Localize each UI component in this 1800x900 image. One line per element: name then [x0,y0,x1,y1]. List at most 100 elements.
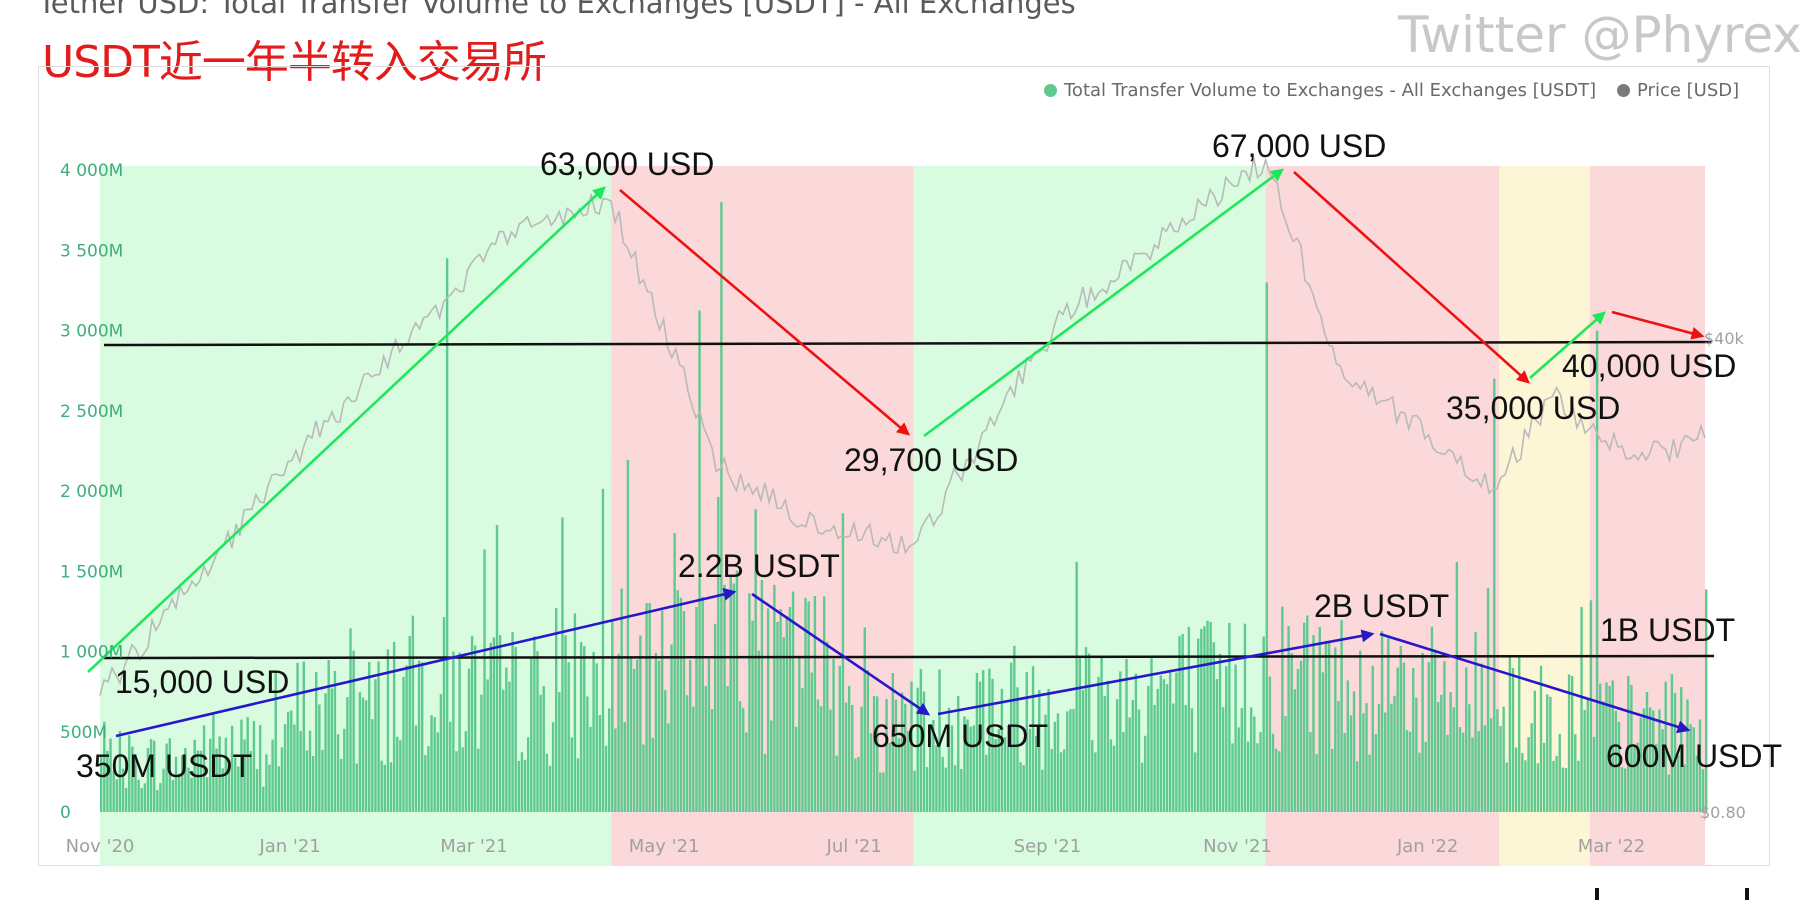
volume-bar [1318,627,1321,812]
volume-bar [910,681,913,812]
volume-bar [349,628,352,812]
volume-bar [607,708,611,812]
volume-bar [689,660,692,812]
volume-bar [1405,729,1409,812]
volume-bar [1137,709,1141,812]
volume-bar [713,623,717,812]
annotation-usdt-350m: 350M USDT [76,748,253,784]
volume-bar [1237,727,1240,812]
volume-bar [935,745,938,812]
volume-bar [442,617,446,812]
volume-bar [1221,707,1225,812]
volume-bar [1412,667,1415,812]
volume-bar [389,762,393,812]
volume-bar [723,584,726,812]
volume-bar [339,758,343,812]
volume-bar [162,768,165,812]
volume-bar [477,748,480,812]
volume-bar [894,699,898,812]
volume-bar [128,735,131,812]
legend-item-volume[interactable]: Total Transfer Volume to Exchanges - All… [1044,80,1596,101]
volume-bar [1514,747,1518,812]
volume-bar [343,728,346,812]
volume-bar [707,658,711,812]
volume-bar [1499,726,1502,812]
volume-bar [536,651,539,812]
volume-bar [461,747,464,812]
volume-bar [1281,606,1284,812]
usdt-arrow [937,629,1375,716]
volume-bar [1234,664,1237,812]
volume-bar [779,608,782,812]
volume-bar [1355,761,1359,812]
volume-bar [860,706,863,812]
volume-bar [1134,673,1138,812]
volume-bar [679,597,683,812]
legend-item-price[interactable]: Price [USD] [1617,80,1739,101]
volume-bar [1337,701,1340,812]
volume-bar [215,748,218,812]
volume-bar [399,740,402,812]
volume-bar [1664,681,1667,812]
volume-bar [520,752,524,812]
volume-bar [1384,712,1387,812]
volume-bar [558,692,561,812]
volume-bar [358,692,362,812]
volume-bar [794,726,798,812]
volume-bar [486,679,489,812]
volume-bar [1262,636,1265,812]
volume-bar [1486,588,1490,812]
volume-bar [567,662,570,812]
volume-bar [629,658,633,812]
legend-price-label: Price [USD] [1637,80,1740,101]
volume-bar [330,688,334,812]
volume-bar [1539,665,1543,812]
volume-bar [1243,623,1247,812]
volume-bar [1480,663,1484,812]
volume-bar [972,725,976,812]
volume-bar [283,724,287,812]
volume-bar [1502,706,1505,812]
volume-bar [1661,729,1664,812]
legend-volume-swatch [1044,84,1057,97]
down-arrow [619,189,910,436]
volume-bar [1187,626,1191,812]
reference-lines [103,340,1715,660]
volume-bar [673,533,676,812]
volume-bar [676,590,679,812]
x-tick-label: Jul '21 [826,836,882,857]
volume-bar [1689,724,1692,812]
volume-bar [1059,752,1063,812]
volume-bar [1197,638,1200,812]
volume-bar [882,772,885,812]
volume-bar [586,696,589,812]
volume-bar [1050,749,1053,812]
volume-bar [1290,653,1293,812]
volume-bar [187,767,190,812]
annotation-btc-40k: 40,000 USD [1562,348,1737,384]
volume-bar [221,768,224,812]
volume-bar [1605,682,1608,812]
volume-bar [1165,684,1169,812]
volume-bar [782,637,785,812]
volume-bar [149,738,153,812]
volume-bar [826,641,829,812]
volume-bar [938,669,941,812]
volume-bar [1296,668,1300,812]
volume-bar [748,593,751,812]
volume-bar [480,694,483,812]
volume-bar [1614,710,1618,812]
volume-bar [1362,713,1365,812]
y2-tick-label: $0.80 [1700,803,1746,822]
x-tick-label: Jan '22 [1396,836,1458,857]
volume-bar [1078,658,1081,812]
volume-bar [991,678,994,812]
volume-bar [985,754,988,812]
volume-bar [1069,709,1072,812]
volume-bar [841,513,845,812]
volume-bar [526,737,530,812]
volume-bar [545,753,549,812]
volume-bar [757,650,760,812]
volume-bar [436,732,439,812]
volume-bar [321,749,324,812]
